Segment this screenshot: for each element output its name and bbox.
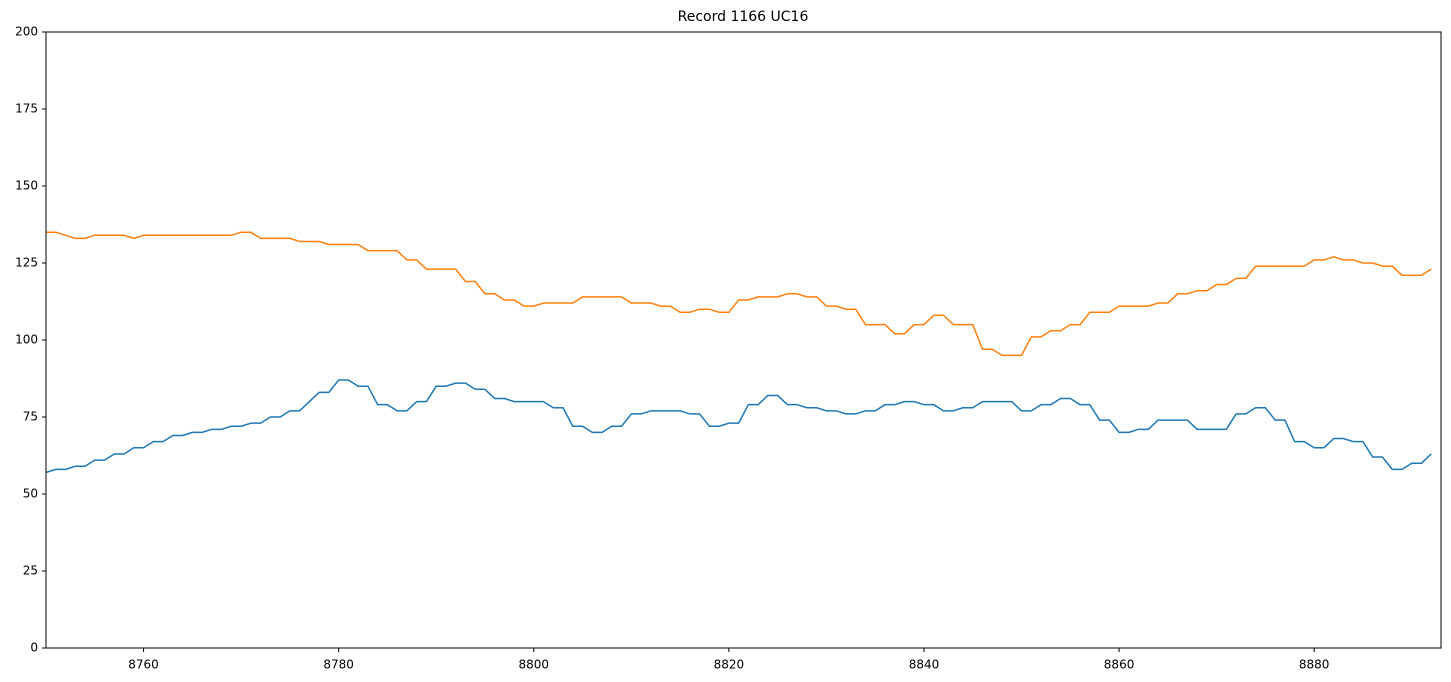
x-tick-label: 8800 xyxy=(518,658,549,672)
x-tick-label: 8860 xyxy=(1104,658,1135,672)
y-tick-label: 100 xyxy=(15,333,38,347)
y-tick-label: 0 xyxy=(30,641,38,655)
x-tick-label: 8820 xyxy=(714,658,745,672)
plot-frame xyxy=(45,31,1442,649)
y-tick-label: 25 xyxy=(23,564,38,578)
x-tick-label: 8880 xyxy=(1299,658,1330,672)
y-tick-label: 200 xyxy=(15,25,38,39)
line-series xyxy=(45,379,1432,474)
chart-title: Record 1166 UC16 xyxy=(678,9,809,25)
y-tick-label: 150 xyxy=(15,179,38,193)
y-tick-label: 175 xyxy=(15,102,38,116)
x-tick-label: 8840 xyxy=(909,658,940,672)
y-tick-label: 50 xyxy=(23,487,38,501)
line-series xyxy=(46,231,1432,357)
y-tick-label: 75 xyxy=(23,410,38,424)
y-tick-label: 125 xyxy=(15,256,38,270)
x-tick-label: 8780 xyxy=(323,658,354,672)
x-tick-label: 8760 xyxy=(128,658,159,672)
